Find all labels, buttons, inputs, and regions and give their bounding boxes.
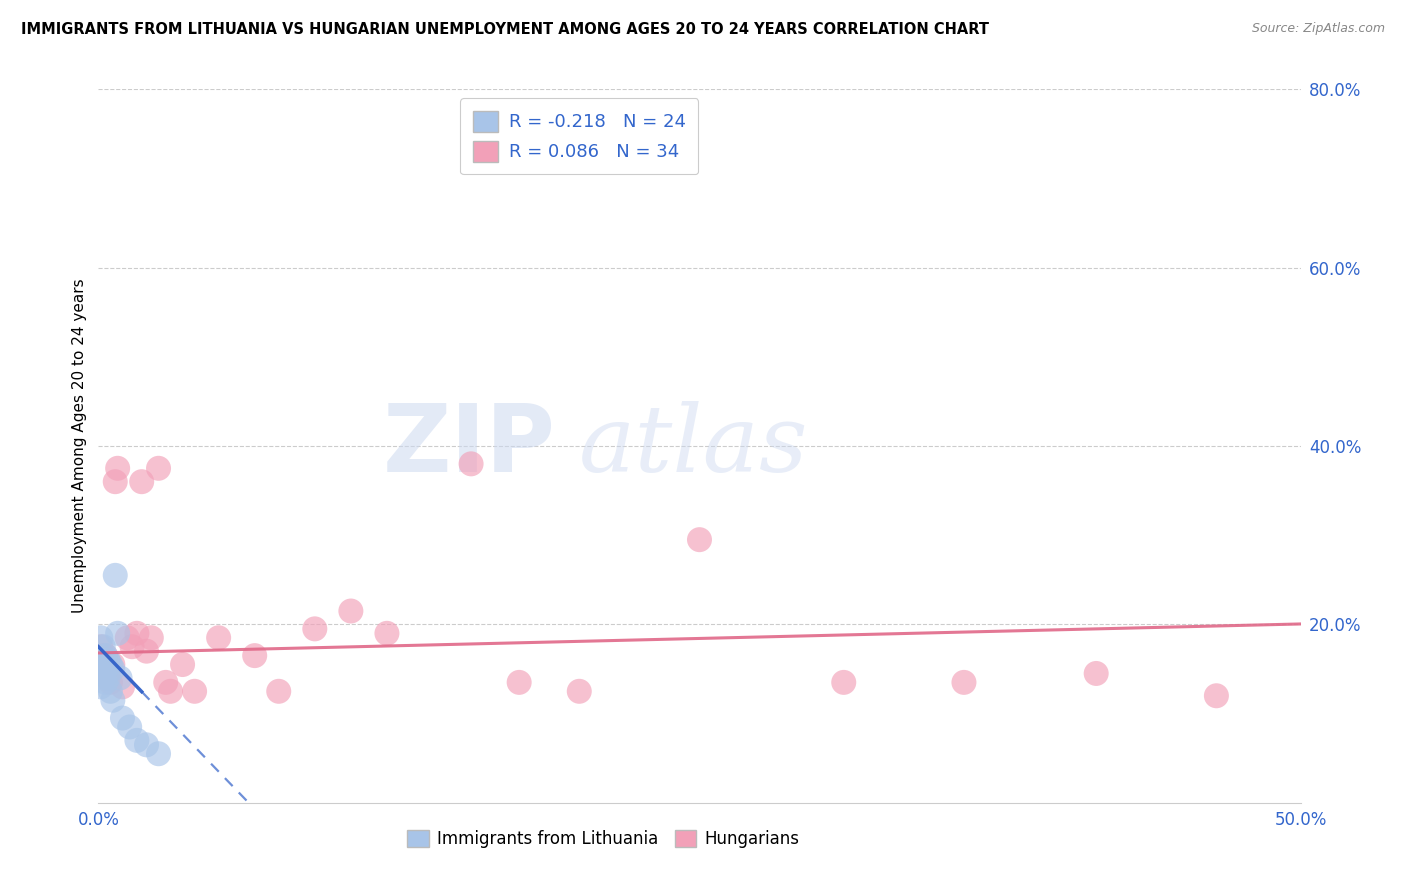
Point xyxy=(1085,666,1108,681)
Text: IMMIGRANTS FROM LITHUANIA VS HUNGARIAN UNEMPLOYMENT AMONG AGES 20 TO 24 YEARS CO: IMMIGRANTS FROM LITHUANIA VS HUNGARIAN U… xyxy=(21,22,988,37)
Point xyxy=(107,461,129,475)
Point xyxy=(100,657,122,672)
Point xyxy=(953,675,976,690)
Point xyxy=(97,666,120,681)
Text: Source: ZipAtlas.com: Source: ZipAtlas.com xyxy=(1251,22,1385,36)
Point xyxy=(91,671,114,685)
Point xyxy=(148,461,170,475)
Point xyxy=(104,475,127,489)
Point xyxy=(183,684,205,698)
Point xyxy=(117,631,139,645)
Text: atlas: atlas xyxy=(579,401,808,491)
Point xyxy=(131,475,153,489)
Point xyxy=(101,662,124,676)
Point xyxy=(135,644,157,658)
Point xyxy=(97,671,120,685)
Point xyxy=(267,684,290,698)
Point xyxy=(172,657,194,672)
Point xyxy=(155,675,177,690)
Point xyxy=(148,747,170,761)
Point xyxy=(101,693,124,707)
Point xyxy=(90,680,112,694)
Point xyxy=(118,720,141,734)
Point xyxy=(121,640,143,654)
Point xyxy=(141,631,163,645)
Point xyxy=(108,671,131,685)
Point xyxy=(340,604,363,618)
Point xyxy=(104,568,127,582)
Point xyxy=(94,648,117,663)
Legend: Immigrants from Lithuania, Hungarians: Immigrants from Lithuania, Hungarians xyxy=(401,823,807,855)
Point xyxy=(125,733,148,747)
Point xyxy=(375,626,398,640)
Point xyxy=(101,657,124,672)
Point xyxy=(111,711,134,725)
Point xyxy=(832,675,855,690)
Point xyxy=(100,675,122,690)
Point xyxy=(90,653,112,667)
Point xyxy=(304,622,326,636)
Point xyxy=(107,626,129,640)
Point xyxy=(91,657,114,672)
Point xyxy=(91,648,114,663)
Point xyxy=(243,648,266,663)
Point xyxy=(91,640,114,654)
Point xyxy=(159,684,181,698)
Point xyxy=(111,680,134,694)
Point xyxy=(90,666,112,681)
Point xyxy=(460,457,482,471)
Point xyxy=(1205,689,1227,703)
Point xyxy=(97,653,120,667)
Point xyxy=(90,640,112,654)
Point xyxy=(125,626,148,640)
Point xyxy=(135,738,157,752)
Text: ZIP: ZIP xyxy=(382,400,555,492)
Y-axis label: Unemployment Among Ages 20 to 24 years: Unemployment Among Ages 20 to 24 years xyxy=(72,278,87,614)
Point xyxy=(508,675,530,690)
Point xyxy=(568,684,591,698)
Point xyxy=(689,533,711,547)
Point xyxy=(94,648,117,663)
Point xyxy=(94,662,117,676)
Point xyxy=(94,675,117,690)
Point xyxy=(208,631,231,645)
Point xyxy=(100,684,122,698)
Point xyxy=(90,631,112,645)
